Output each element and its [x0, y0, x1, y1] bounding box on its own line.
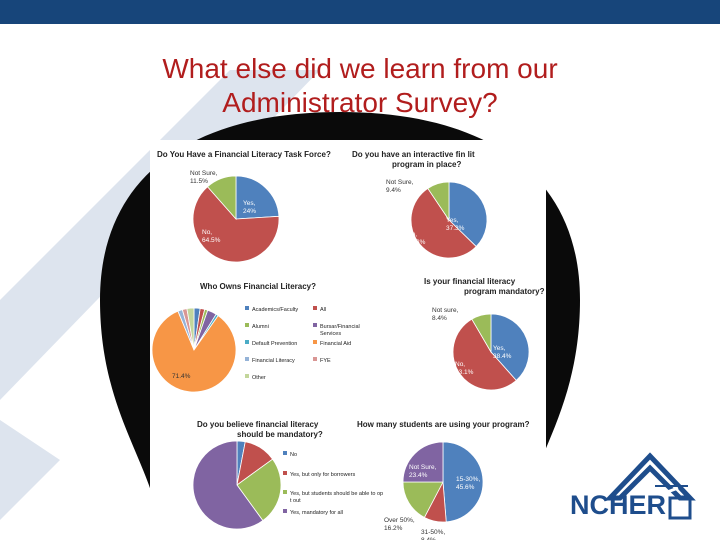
- pie-slice: [410, 187, 477, 259]
- legend-swatch: [245, 357, 249, 361]
- pie-slice: [471, 313, 492, 354]
- data-label: No,: [407, 231, 417, 238]
- data-label: Yes,: [243, 200, 256, 207]
- legend-label: Financial Literacy: [252, 358, 295, 364]
- title-line-2: Administrator Survey?: [222, 87, 498, 118]
- chart-title: Who Owns Financial Literacy?: [200, 282, 316, 291]
- pie-slice: [490, 313, 530, 381]
- data-label: 9.4%: [386, 187, 401, 194]
- data-label: Over 50%,: [384, 517, 415, 524]
- legend-label: Services: [320, 331, 341, 337]
- data-label: 15-30%,: [456, 476, 480, 483]
- data-label: 53.1%: [455, 369, 474, 376]
- data-label: 71.4%: [172, 373, 191, 380]
- legend-swatch: [245, 323, 249, 327]
- ncher-logo-text: NCHER: [570, 490, 667, 520]
- data-label: 31-50%,: [421, 529, 445, 536]
- chart-title: How many students are using your program…: [357, 420, 530, 429]
- data-label: Not Sure,: [190, 170, 218, 177]
- legend-swatch: [313, 323, 317, 327]
- top-banner: [0, 0, 720, 24]
- legend-swatch: [283, 471, 287, 475]
- legend-label: Financial Aid: [320, 341, 351, 347]
- pie-slice: [151, 310, 237, 393]
- slide-title: What else did we learn from our Administ…: [60, 52, 660, 120]
- legend-label: t out: [290, 498, 301, 504]
- legend-label: Academics/Faculty: [252, 307, 298, 313]
- legend-label: No: [290, 452, 297, 458]
- data-label: 37.3%: [446, 225, 465, 232]
- legend-label: FYE: [320, 358, 331, 364]
- legend-swatch: [283, 509, 287, 513]
- pie-slice: [402, 441, 444, 483]
- pie-slice: [427, 181, 450, 222]
- chart-title: Do you have an interactive fin lit: [352, 150, 475, 159]
- data-label: 24%: [243, 208, 256, 215]
- data-label: 8.4%: [421, 537, 436, 540]
- legend-swatch: [245, 374, 249, 378]
- legend-label: Yes, mandatory for all: [290, 510, 343, 516]
- legend-swatch: [245, 340, 249, 344]
- legend-label: Alumni: [252, 324, 269, 330]
- pie-slice: [448, 181, 488, 248]
- legend-swatch: [313, 357, 317, 361]
- legend-swatch: [245, 306, 249, 310]
- legend-label: Bursar/Financial: [320, 324, 360, 330]
- data-label: Not Sure,: [386, 179, 414, 186]
- data-label: 53.3%: [407, 239, 426, 246]
- ncher-logo-icon: [604, 452, 696, 520]
- legend-label: Yes, but only for borrowers: [290, 472, 355, 478]
- legend-swatch: [313, 340, 317, 344]
- legend-swatch: [283, 490, 287, 494]
- pie-slice: [235, 175, 280, 220]
- chart-title: program mandatory?: [464, 287, 545, 296]
- data-label: Not sure,: [432, 307, 459, 314]
- chart-title: Do You Have a Financial Literacy Task Fo…: [157, 150, 331, 159]
- data-label: 11.5%: [190, 178, 208, 185]
- title-line-1: What else did we learn from our: [162, 53, 558, 84]
- chart-title: program in place?: [392, 160, 461, 169]
- data-label: Yes,: [493, 345, 506, 352]
- data-label: 8.4%: [432, 315, 447, 322]
- data-label: No,: [202, 229, 212, 236]
- legend-label: Default Prevention: [252, 341, 297, 347]
- pie-slice: [186, 307, 195, 351]
- legend-swatch: [313, 306, 317, 310]
- pie-slice: [192, 440, 264, 530]
- chart-title: should be mandatory?: [237, 430, 323, 439]
- pie-slice: [402, 481, 444, 518]
- chart-title: Do you believe financial literacy: [197, 420, 319, 429]
- legend-label: All: [320, 307, 326, 313]
- chart-title: Is your financial literacy: [424, 277, 516, 286]
- pie-slice: [442, 441, 484, 523]
- pie-slice: [452, 318, 517, 391]
- data-label: Yes,: [446, 217, 459, 224]
- legend-swatch: [283, 451, 287, 455]
- legend-label: Yes, but students should be able to op: [290, 491, 383, 497]
- data-label: 16.2%: [384, 525, 403, 532]
- data-label: 64.5%: [202, 237, 221, 244]
- data-label: 45.6%: [456, 484, 475, 491]
- data-label: 23.4%: [409, 472, 428, 479]
- pie-slice: [192, 186, 280, 263]
- pie-slice: [206, 175, 237, 221]
- data-label: 38.4%: [493, 353, 512, 360]
- data-label: No,: [455, 361, 465, 368]
- data-label: Not Sure,: [409, 464, 437, 471]
- legend-label: Other: [252, 375, 266, 381]
- pie-slice: [236, 458, 282, 522]
